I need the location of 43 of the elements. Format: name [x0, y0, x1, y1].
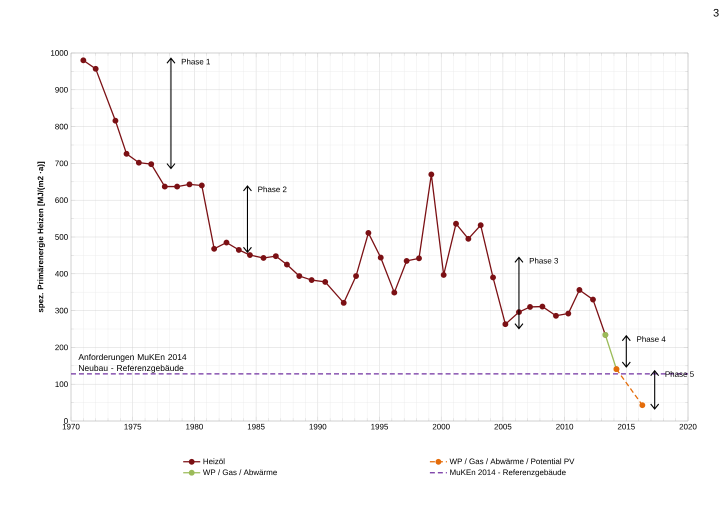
- point: [272, 253, 279, 260]
- point: [136, 160, 142, 166]
- point: [296, 273, 302, 279]
- point: [565, 310, 572, 316]
- point: [80, 57, 86, 64]
- point: [590, 296, 596, 302]
- point: [428, 171, 434, 178]
- point: [148, 161, 154, 168]
- point: [340, 300, 347, 306]
- point: [124, 150, 130, 157]
- point: [465, 236, 472, 242]
- point: [174, 184, 180, 190]
- point: [162, 184, 168, 190]
- point: [527, 304, 533, 310]
- point: [284, 262, 290, 268]
- point: [260, 255, 266, 261]
- point: [322, 278, 328, 285]
- point: [353, 273, 359, 279]
- point: [112, 118, 118, 124]
- text: 3: [713, 8, 719, 17]
- point: [404, 258, 410, 264]
- point: [539, 304, 546, 310]
- point: [639, 402, 646, 408]
- point: [440, 272, 447, 278]
- point: [478, 222, 484, 228]
- point: [92, 66, 99, 72]
- point: [211, 246, 218, 252]
- point: [308, 277, 315, 283]
- point: [391, 290, 398, 296]
- point: [502, 321, 508, 328]
- point: [553, 312, 559, 319]
- point: [490, 274, 496, 280]
- point: [453, 220, 459, 227]
- point: [186, 181, 192, 188]
- point: [236, 246, 242, 253]
- point: [416, 255, 422, 262]
- point: [224, 240, 230, 246]
- point: [198, 182, 205, 188]
- annotation: Anforderungen MuKEn 2014 Neubau - Referenzgebäude: [78, 354, 186, 373]
- point: [246, 252, 253, 258]
- point: [576, 287, 582, 293]
- point: [365, 230, 372, 236]
- point: [378, 254, 384, 261]
